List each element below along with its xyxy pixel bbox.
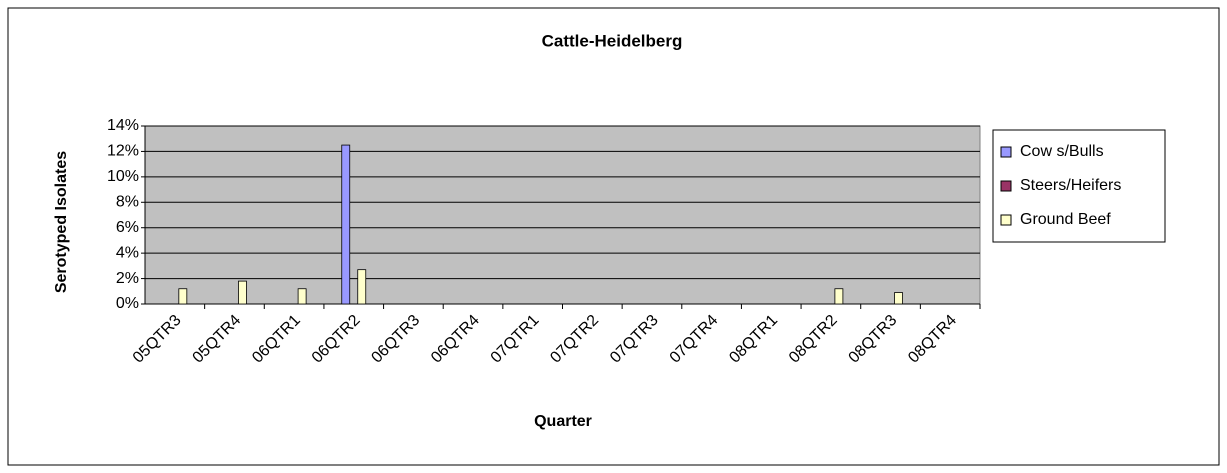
bar — [894, 292, 903, 305]
chart-title: Cattle-Heidelberg — [542, 31, 683, 50]
y-tick-label: 0% — [116, 295, 139, 312]
y-tick-label: 4% — [116, 244, 139, 261]
y-tick-label: 10% — [107, 168, 139, 185]
bar — [834, 288, 844, 305]
legend-label: Ground Beef — [1020, 211, 1111, 228]
legend-label: Steers/Heifers — [1020, 177, 1121, 194]
y-tick-label: 6% — [116, 219, 139, 236]
y-axis-label: Serotyped Isolates — [53, 151, 70, 293]
x-axis-label: Quarter — [534, 413, 592, 430]
legend-swatch — [1000, 214, 1012, 226]
legend-box — [992, 129, 1166, 243]
bar — [178, 288, 188, 305]
legend-label: Cow s/Bulls — [1020, 143, 1104, 160]
y-tick-label: 2% — [116, 270, 139, 287]
bar — [341, 144, 351, 305]
plot-area — [144, 125, 981, 305]
bar — [297, 288, 307, 305]
y-tick-label: 14% — [107, 117, 139, 134]
legend-swatch — [1000, 146, 1012, 158]
bar — [238, 280, 247, 305]
legend-swatch — [1000, 180, 1012, 192]
y-tick-label: 8% — [116, 194, 139, 211]
bar — [357, 269, 367, 305]
y-tick-label: 12% — [107, 143, 139, 160]
